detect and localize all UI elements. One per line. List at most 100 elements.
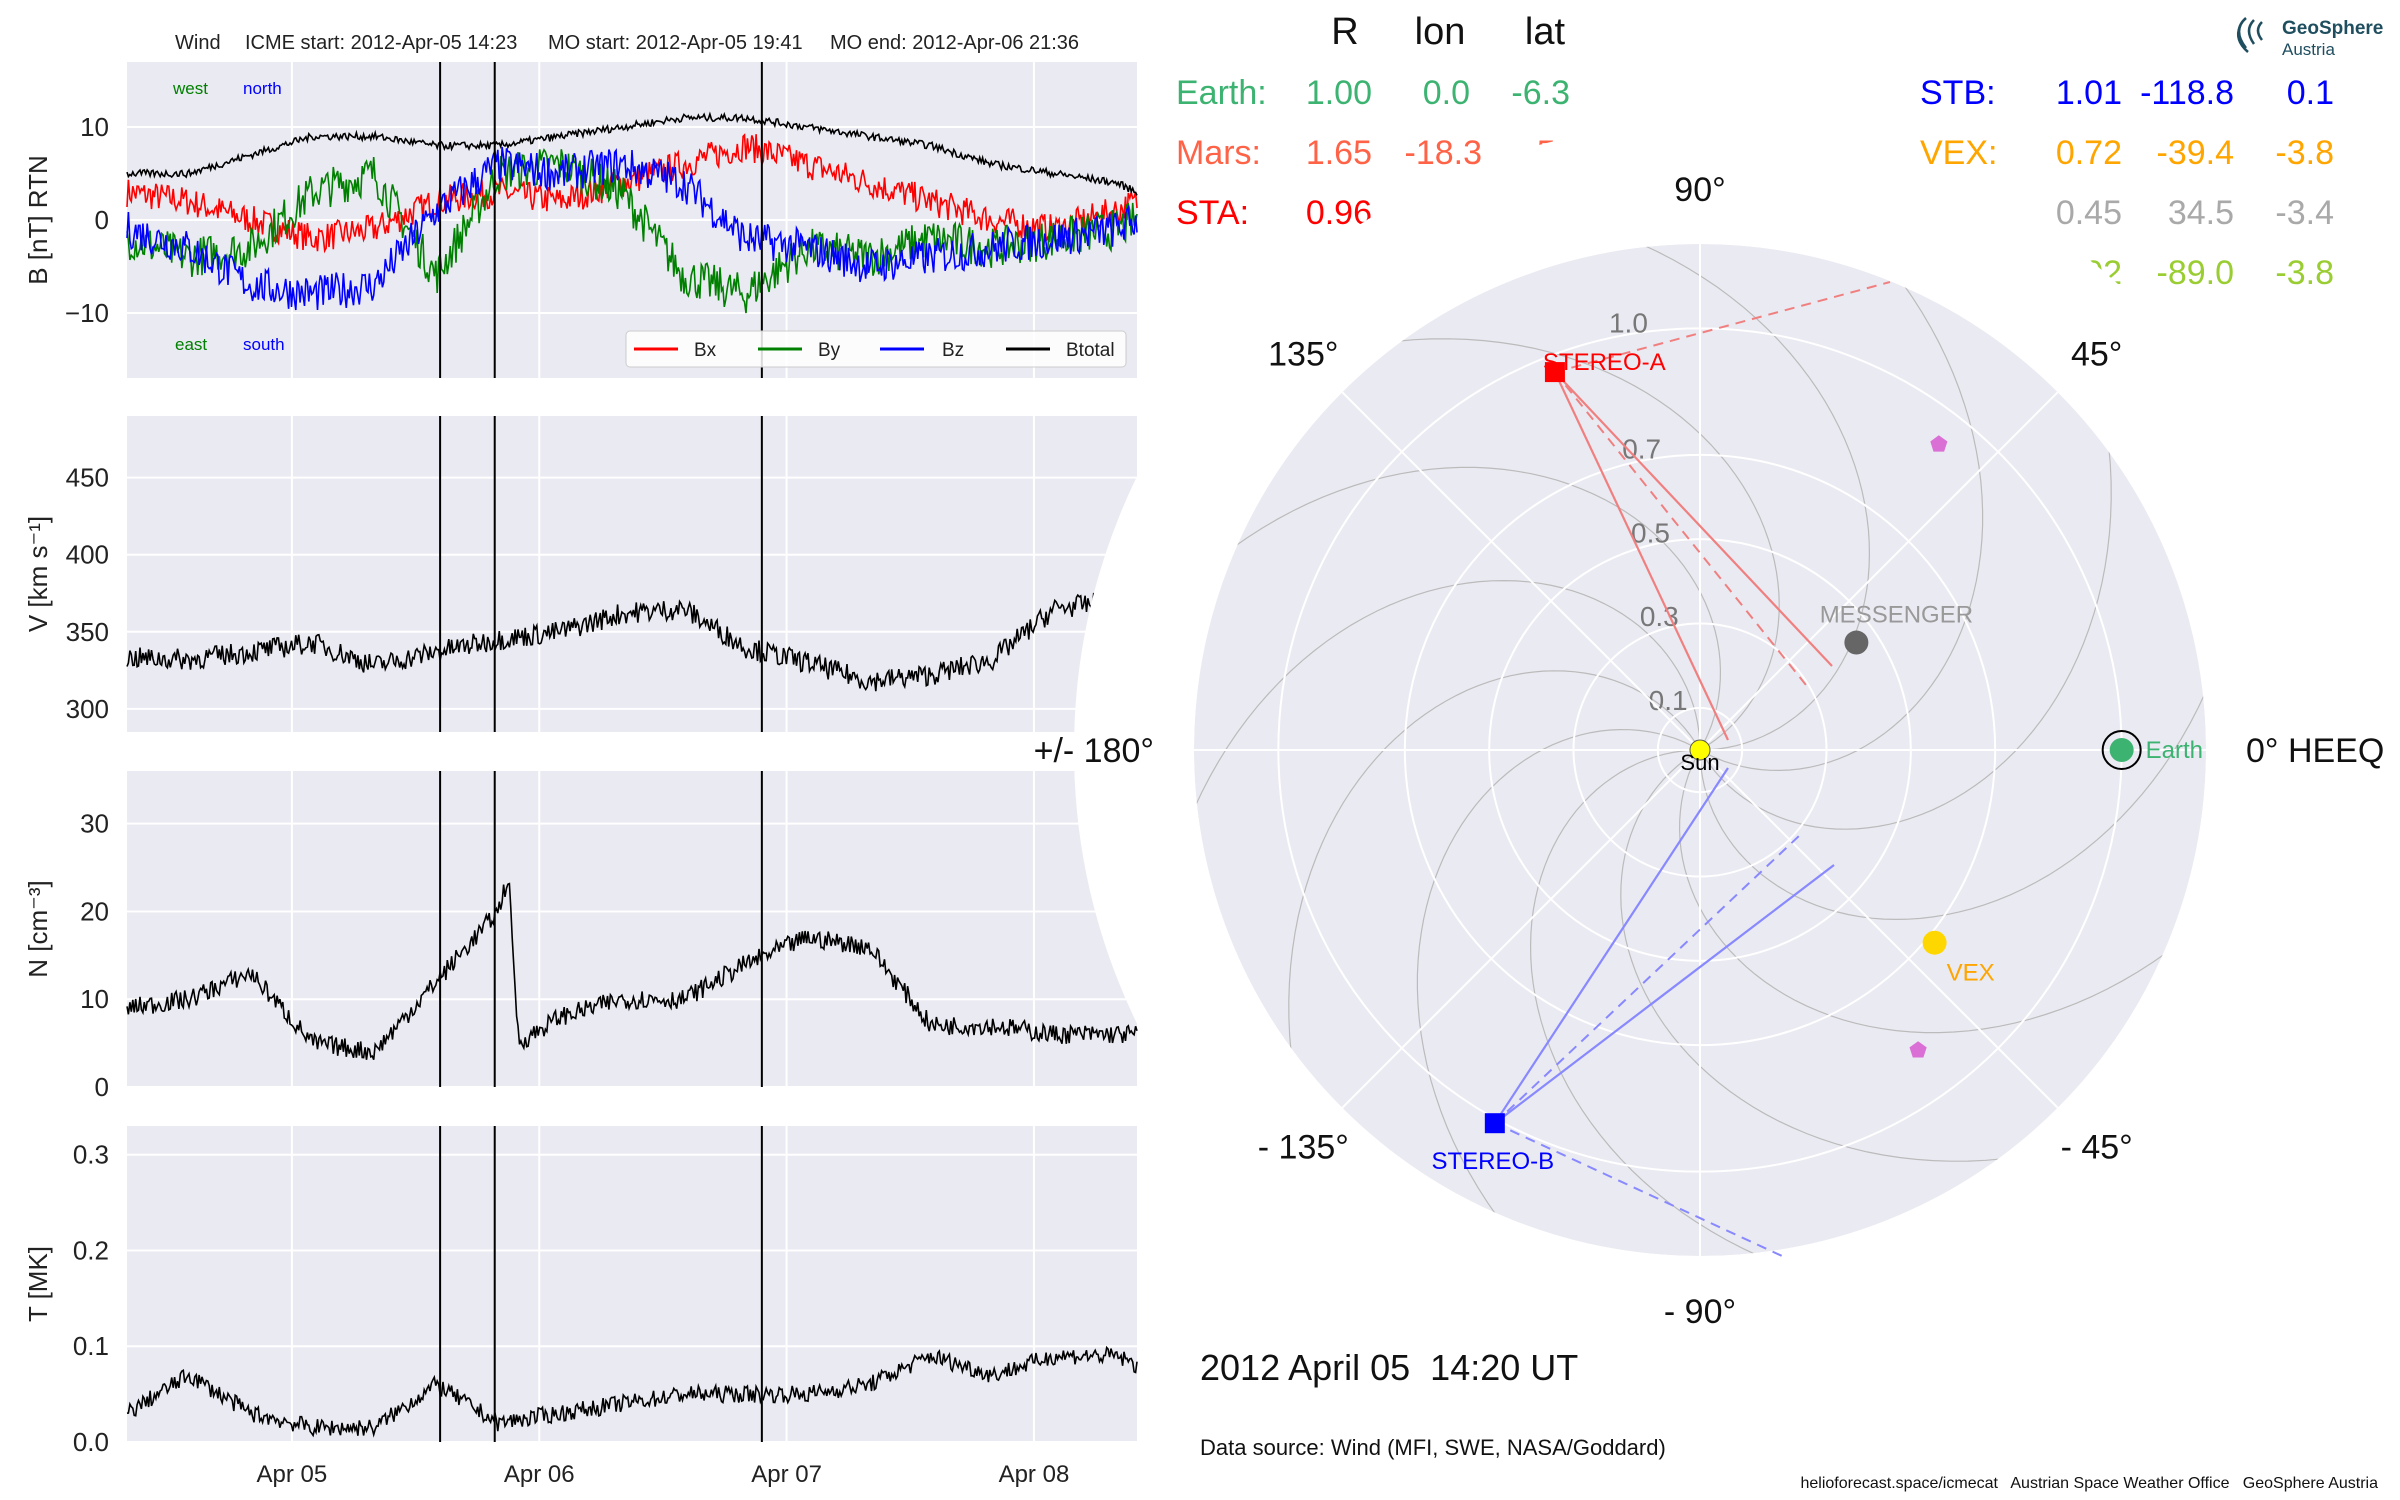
y-tick-label: 0.2 — [73, 1235, 109, 1265]
table-header-r: R — [1331, 11, 1358, 53]
x-tick-label: Apr 06 — [504, 1461, 575, 1488]
row-lat: -6.3 — [1511, 74, 1570, 112]
spiral-line — [1532, 209, 1871, 751]
label-west: west — [172, 79, 208, 98]
sun-marker — [1689, 739, 1711, 761]
spiral-line — [1620, 753, 2115, 1162]
logo-text-line1: GeoSphere — [2282, 18, 2383, 39]
logo-icon — [2237, 17, 2264, 53]
b-legend-box — [625, 330, 1127, 368]
messenger-label: MESSENGER — [1820, 602, 1973, 629]
footer-datetime: 2012 April 05 14:20 UT — [1200, 1347, 1578, 1388]
row-lat: -3.4 — [2275, 194, 2334, 232]
spiral-line — [1159, 579, 1701, 918]
x-tick-label: Apr 07 — [751, 1461, 822, 1488]
panel-1: 10 0 −10 B [nT] RTN — [23, 62, 1138, 378]
table-header-lon: lon — [1415, 11, 1466, 53]
object-sun: Sun — [1680, 739, 1720, 775]
header-mo-start: MO start: 2012-Apr-05 19:41 — [548, 32, 803, 54]
earth-marker — [2109, 738, 2134, 762]
panel-background — [127, 1126, 1137, 1442]
header-spacecraft: Wind — [175, 32, 221, 54]
row-name: STB: — [1920, 74, 1996, 112]
series-n — [126, 882, 1138, 1060]
spiral-line — [1707, 198, 1984, 772]
panel-2: 450 400 350 300 V [km s⁻¹] — [23, 416, 1138, 732]
panel-background — [127, 771, 1137, 1087]
geosphere-logo: GeoSphere Austria — [2237, 17, 2383, 59]
footer-data-source: Data source: Wind (MFI, SWE, NASA/Goddar… — [1200, 1435, 1666, 1460]
row-lon: -18.3 — [1405, 134, 1483, 172]
angle-label: +/- 180° — [1034, 732, 1154, 770]
stb-label: STEREO-B — [1431, 1148, 1554, 1175]
row-name: STA: — [1176, 194, 1249, 232]
legend-label-btotal: Btotal — [1066, 340, 1115, 361]
object-stereo-b: STEREO-B — [1431, 1113, 1554, 1175]
header-icme-start: ICME start: 2012-Apr-05 14:23 — [245, 32, 517, 54]
y-tick-label: 0.3 — [73, 1140, 109, 1170]
header-mo-end: MO end: 2012-Apr-06 21:36 — [830, 32, 1079, 54]
y-tick-label: 0 — [95, 205, 109, 235]
spiral-line — [1148, 466, 1722, 743]
row-lon: 34.5 — [2168, 194, 2234, 232]
angle-label: 0° HEEQ — [2246, 732, 2384, 770]
y-tick-label: 350 — [66, 617, 109, 647]
y-tick-label: 300 — [66, 694, 109, 724]
angle-label: - 90° — [1664, 1293, 1736, 1331]
table-row-stb: STB: 1.01 -118.8 0.1 — [1920, 74, 2334, 112]
series-bx — [126, 133, 1138, 254]
row-lat: -3.8 — [2275, 254, 2334, 292]
panel-background — [127, 416, 1137, 732]
parker-spiral-lines — [1148, 198, 2252, 1302]
radial-ring-label: 0.1 — [1649, 685, 1688, 716]
polar-position-plot: 0.10.30.50.71.090°45°0° HEEQ- 45°- 90°- … — [1034, 124, 2384, 1376]
sta-fov-line — [1553, 371, 1729, 741]
earth-ring — [2101, 730, 2142, 770]
row-lat: -3.8 — [2275, 134, 2334, 172]
object-stereo-a: STEREO-A — [1543, 349, 1666, 383]
angle-label: 45° — [2071, 335, 2122, 373]
x-tick-label: Apr 05 — [257, 1461, 328, 1488]
spiral-line — [1285, 338, 1780, 747]
row-name: VEX: — [1920, 134, 1997, 172]
row-r: 1.00 — [1306, 74, 1372, 112]
sta-marker — [1544, 362, 1565, 383]
row-lon: -118.8 — [2140, 74, 2234, 112]
radial-ring-label: 0.5 — [1631, 517, 1670, 548]
stb-fov-line — [1494, 864, 1835, 1125]
y-tick-label: 30 — [80, 809, 109, 839]
angle-spoke — [1341, 391, 1701, 751]
pentagon-marker — [1909, 1041, 1927, 1058]
stereo-fov-lines — [1493, 281, 1891, 1257]
series-by — [126, 148, 1138, 314]
table-row-earth: Earth: 1.00 0.0 -6.3 — [1176, 74, 1570, 112]
figure-footer: 2012 April 05 14:20 UT Data source: Wind… — [1200, 1347, 2378, 1492]
earth-label: Earth — [2146, 737, 2203, 764]
spiral-line — [1699, 582, 2241, 921]
b-panel-annotations: west north east south Bx By Bz Btotal — [172, 79, 1127, 368]
stb-fov-line — [1493, 767, 1729, 1124]
angle-label: 90° — [1674, 171, 1725, 209]
row-name: Mars: — [1176, 134, 1261, 172]
polar-outer-mask — [1074, 124, 2326, 1376]
legend-label-by: By — [818, 340, 841, 361]
stb-marker — [1484, 1113, 1505, 1134]
series-t — [126, 1345, 1138, 1438]
x-tick-label: Apr 08 — [999, 1461, 1070, 1488]
pentagon-marker — [1930, 435, 1948, 452]
row-r: 1.65 — [1306, 134, 1372, 172]
vex-marker — [1922, 930, 1947, 955]
y-tick-label: 0.0 — [73, 1427, 109, 1457]
legend-label-bz: Bz — [942, 340, 964, 361]
series-bz — [126, 146, 1138, 311]
stb-fov-dashed — [1494, 834, 1801, 1124]
angle-label: 135° — [1268, 335, 1338, 373]
series-v — [126, 591, 1138, 692]
stb-sun-dashed — [1494, 1122, 1783, 1257]
radial-ring-label: 1.0 — [1609, 308, 1648, 339]
object-messenger: MESSENGER — [1820, 602, 1973, 655]
row-r: 1.01 — [2056, 74, 2122, 112]
sta-sun-dashed — [1554, 281, 1891, 374]
y-tick-label: 400 — [66, 540, 109, 570]
